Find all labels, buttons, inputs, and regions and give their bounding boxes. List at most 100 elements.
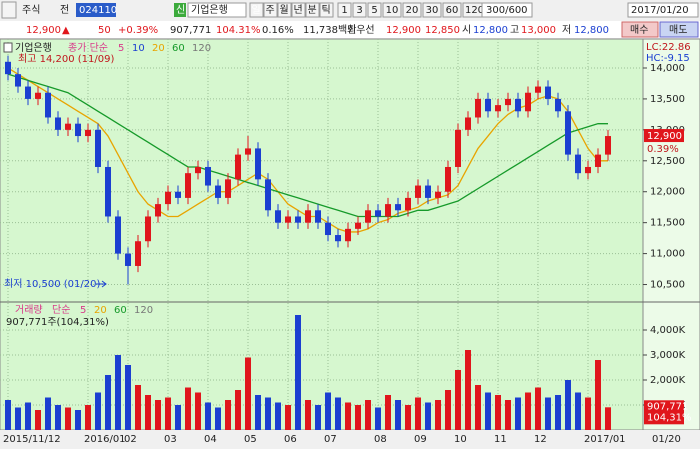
volume-bar bbox=[225, 400, 231, 430]
interval-button[interactable] bbox=[337, 2, 352, 18]
name-box[interactable] bbox=[187, 2, 247, 18]
candle-body bbox=[405, 197, 411, 211]
interval-button[interactable] bbox=[367, 2, 382, 18]
y-tick-label: 13,500 bbox=[650, 94, 685, 105]
interval[interactable]: 60 bbox=[446, 5, 459, 16]
buy[interactable]: 매수 bbox=[630, 24, 648, 36]
period[interactable]: 주 bbox=[266, 5, 275, 16]
date[interactable]: 2017/01/20 bbox=[631, 5, 689, 16]
volume-bar bbox=[355, 405, 361, 430]
last-pct: 0.39% bbox=[647, 144, 679, 155]
volume-bar bbox=[415, 397, 421, 430]
volume-bar bbox=[545, 397, 551, 430]
last-price-box bbox=[644, 129, 684, 143]
volume-bar bbox=[215, 407, 221, 430]
bid: 12,850 bbox=[425, 25, 460, 36]
badge: 신 bbox=[176, 4, 185, 16]
interval-button[interactable] bbox=[422, 2, 442, 18]
sell-button[interactable] bbox=[659, 21, 699, 38]
volume-bar bbox=[295, 315, 301, 430]
volume-bar bbox=[115, 355, 121, 430]
last-price: 12,900 bbox=[647, 131, 682, 142]
interval[interactable]: 10 bbox=[386, 5, 399, 16]
count[interactable]: 300/600 bbox=[486, 5, 528, 16]
interval[interactable]: 5 bbox=[371, 5, 377, 16]
volume-bar bbox=[25, 402, 31, 430]
period-button[interactable] bbox=[249, 2, 264, 18]
interval-button[interactable] bbox=[352, 2, 367, 18]
candle-body bbox=[5, 61, 11, 75]
stock-name[interactable]: 기업은행 bbox=[191, 3, 228, 16]
buy-button[interactable] bbox=[621, 21, 659, 38]
end-date: 01/20 bbox=[652, 434, 681, 445]
candle-body bbox=[535, 86, 541, 93]
ma-line bbox=[7, 73, 608, 218]
volume-bar bbox=[35, 410, 41, 430]
lc: LC:22.86 bbox=[646, 42, 691, 53]
period[interactable]: 분 bbox=[308, 4, 317, 16]
volume-bar bbox=[455, 370, 461, 430]
open: 12,800 bbox=[473, 25, 508, 36]
volume-bar bbox=[505, 400, 511, 430]
volume-bar bbox=[595, 360, 601, 430]
interval[interactable]: 3 bbox=[356, 5, 362, 16]
interval[interactable]: 1 bbox=[341, 5, 347, 16]
volume-bar bbox=[555, 395, 561, 430]
volume-bar bbox=[45, 397, 51, 430]
candle-body bbox=[365, 210, 371, 223]
period[interactable]: 월 bbox=[280, 4, 289, 16]
volume: 907,771 bbox=[170, 25, 211, 36]
volume-bar bbox=[565, 380, 571, 430]
interval-button[interactable] bbox=[382, 2, 402, 18]
period[interactable]: 일 bbox=[252, 4, 261, 16]
candle-body bbox=[375, 210, 381, 217]
period-button[interactable] bbox=[263, 2, 278, 18]
period-button[interactable] bbox=[291, 2, 306, 18]
count-box[interactable] bbox=[481, 2, 533, 18]
low-note: 최저 10,500 (01/20) bbox=[4, 278, 100, 290]
volume-last-box bbox=[644, 400, 684, 425]
sell[interactable]: 매도 bbox=[669, 24, 687, 36]
candle-body bbox=[305, 210, 311, 223]
interval[interactable]: 120 bbox=[465, 5, 484, 16]
volume-bar bbox=[5, 400, 11, 430]
hc: HC:-9.15 bbox=[646, 53, 690, 64]
v-tick-label: 2,000K bbox=[650, 375, 686, 386]
period[interactable]: 년 bbox=[294, 4, 303, 16]
menu-button[interactable] bbox=[1, 1, 17, 19]
candle-body bbox=[415, 185, 421, 198]
volume-bar bbox=[375, 407, 381, 430]
interval-button[interactable] bbox=[402, 2, 422, 18]
volume-bar bbox=[275, 402, 281, 430]
candle-body bbox=[575, 154, 581, 174]
market[interactable]: 주식 bbox=[22, 4, 40, 16]
volume-bar bbox=[135, 385, 141, 430]
volume-bar bbox=[465, 350, 471, 430]
candle-body bbox=[245, 148, 251, 155]
volume-bar bbox=[235, 390, 241, 430]
code-box[interactable] bbox=[76, 3, 116, 17]
x-tick-label: 07 bbox=[324, 434, 337, 445]
high: 13,000 bbox=[521, 25, 556, 36]
interval[interactable]: 20 bbox=[406, 5, 419, 16]
candle-body bbox=[585, 166, 591, 174]
scope[interactable]: 전 bbox=[60, 4, 69, 16]
volume-bar bbox=[525, 392, 531, 430]
turnover: 0.16% bbox=[262, 25, 294, 36]
candle-body bbox=[505, 98, 511, 106]
volume-bar bbox=[265, 397, 271, 430]
period-button[interactable] bbox=[319, 2, 334, 18]
y-tick-label: 12,500 bbox=[650, 156, 685, 167]
period[interactable]: 틱 bbox=[322, 4, 331, 16]
volume-bar bbox=[15, 407, 21, 430]
period-button[interactable] bbox=[305, 2, 320, 18]
candle-body bbox=[325, 222, 331, 236]
date-box[interactable] bbox=[627, 2, 699, 18]
volume-bar bbox=[205, 402, 211, 430]
candle-body bbox=[385, 204, 391, 217]
volume-period: 60 bbox=[114, 305, 127, 316]
code[interactable]: 024110 bbox=[79, 5, 117, 16]
interval[interactable]: 30 bbox=[426, 5, 439, 16]
interval-button[interactable] bbox=[442, 2, 462, 18]
period-button[interactable] bbox=[277, 2, 292, 18]
